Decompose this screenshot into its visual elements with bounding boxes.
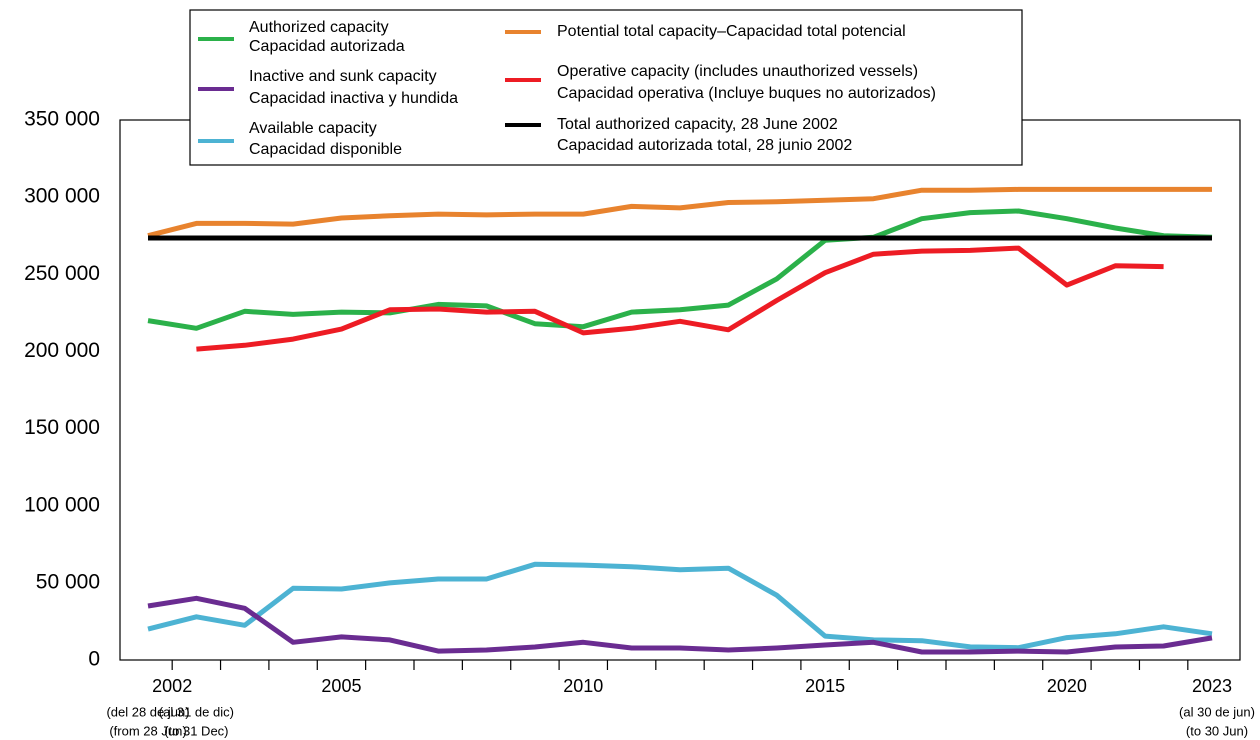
y-tick-label: 100 000	[24, 493, 100, 516]
legend-label: Potential total capacity–Capacidad total…	[557, 23, 906, 40]
x-note: (from 28 Jun)	[109, 723, 186, 738]
legend: Authorized capacity Capacidad autorizada I…	[189, 9, 1023, 166]
y-tick-label: 0	[88, 648, 100, 671]
series-line	[147, 595, 1213, 655]
legend-label: Authorized capacity	[249, 19, 389, 36]
legend-label: Inactive and sunk capacity	[249, 68, 437, 85]
y-tick-label: 150 000	[24, 416, 100, 439]
legend-label: Capacidad operativa (Incluye buques no a…	[557, 85, 936, 102]
x-tick-label: 2002	[152, 676, 192, 696]
legend-label: Available capacity	[249, 120, 377, 137]
x-tick-label: 2005	[321, 676, 361, 696]
x-note: (al 30 de jun)	[1179, 704, 1255, 719]
legend-label: Operative capacity (includes unauthorize…	[557, 63, 918, 80]
series-line	[147, 186, 1212, 239]
x-note: (to 31 Dec)	[164, 723, 228, 738]
x-tick-label: 2023	[1192, 676, 1232, 696]
legend-label: Capacidad autorizada total, 28 junio 200…	[557, 137, 852, 154]
series-line	[147, 561, 1213, 651]
x-note: (al 31 de dic)	[159, 704, 234, 719]
x-tick-label: 2015	[805, 676, 845, 696]
legend-label: Capacidad disponible	[249, 141, 402, 158]
legend-label: Capacidad autorizada	[249, 38, 405, 55]
x-tick-label: 2020	[1047, 676, 1087, 696]
y-tick-label: 50 000	[36, 570, 100, 593]
y-tick-label: 250 000	[24, 262, 100, 285]
plot-frame	[119, 119, 1241, 661]
legend-label: Total authorized capacity, 28 June 2002	[557, 116, 838, 133]
y-tick-label: 350 000	[24, 108, 100, 131]
plot: 0 50 000 100 000 150 000 200 000 250 000 300 0…	[24, 108, 1255, 739]
x-tick-label: 2010	[563, 676, 603, 696]
legend-box	[189, 9, 1023, 166]
y-tick-label: 200 000	[24, 339, 100, 362]
legend-label: Capacidad inactiva y hundida	[249, 90, 458, 107]
y-tick-label: 300 000	[24, 185, 100, 208]
series-line	[147, 208, 1213, 331]
series-line	[196, 245, 1164, 352]
x-note: (to 30 Jun)	[1186, 723, 1248, 738]
x-note: (del 28 de jun)	[106, 704, 189, 719]
